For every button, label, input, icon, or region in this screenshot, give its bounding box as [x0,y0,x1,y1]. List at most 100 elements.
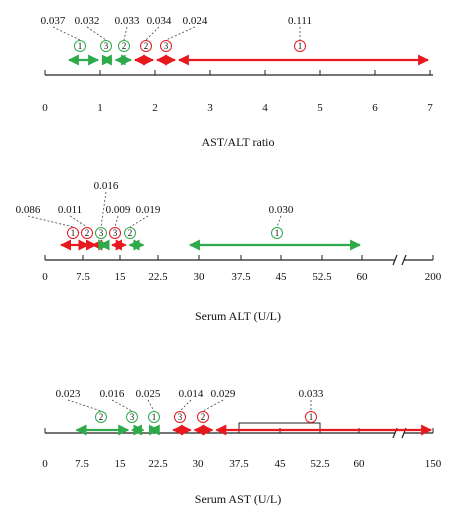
marker-circle [294,40,306,52]
tick-label: 22.5 [148,271,168,283]
tick-label: 3 [207,102,213,114]
marker-number: 3 [164,41,169,51]
tick-label: 15 [115,271,127,283]
marker-number: 3 [130,412,135,422]
tick-label: 7.5 [76,271,90,283]
leader-line [52,26,81,41]
marker-circle [148,411,160,423]
marker-number: 3 [178,412,183,422]
marker-circle [81,227,93,239]
value-label: 0.016 [100,388,125,400]
tick-label: 7 [427,102,433,114]
tick-label: 0 [42,102,48,114]
axis-title: Serum ALT (U/L) [195,309,281,323]
tick-label: 60 [357,271,369,283]
tick-label: 0 [42,458,48,470]
leader-line [145,26,160,41]
marker-number: 1 [275,228,280,238]
marker-number: 2 [144,41,149,51]
leader-line [27,215,74,228]
value-label: 0.025 [136,388,161,400]
value-label: 0.032 [75,15,100,27]
tick-label: 45 [275,458,287,470]
marker-circle [126,411,138,423]
marker-circle [95,227,107,239]
tick-label: 30 [194,271,206,283]
tick-label: 60 [354,458,366,470]
leader-line [276,215,282,228]
tick-label: 45 [276,271,288,283]
marker-number: 1 [309,412,314,422]
marker-circle [305,411,317,423]
tick-label: 0 [42,271,48,283]
tick-label: 15 [115,458,127,470]
tick-label: 200 [425,271,442,283]
marker-circle [95,411,107,423]
marker-number: 1 [78,41,83,51]
leader-line [202,399,224,412]
value-label: 0.019 [136,204,161,216]
value-label: 0.033 [115,15,140,27]
value-label: 0.029 [211,388,236,400]
tick-label: 1 [97,102,103,114]
marker-number: 1 [71,228,76,238]
marker-number: 1 [152,412,157,422]
tick-label: 37.5 [229,458,249,470]
axis-title: Serum AST (U/L) [195,492,281,506]
tick-label: 37.5 [231,271,251,283]
tick-label: 4 [262,102,268,114]
value-label: 0.009 [106,204,131,216]
value-label: 0.111 [288,15,312,27]
axis-break-mark [392,254,398,266]
marker-circle [124,227,136,239]
leader-line [111,399,133,412]
axis-break-mark [401,254,407,266]
marker-number: 2 [99,412,104,422]
marker-circle [197,411,209,423]
tick-label: 52.5 [310,458,330,470]
tick-label: 5 [317,102,323,114]
value-label: 0.037 [41,15,66,27]
marker-circle [100,40,112,52]
marker-circle [118,40,130,52]
marker-circle [109,227,121,239]
marker-circle [67,227,79,239]
value-label: 0.086 [16,204,41,216]
tick-label: 7.5 [75,458,89,470]
marker-number: 3 [104,41,109,51]
leader-line [69,215,88,228]
value-label: 0.024 [183,15,208,27]
leader-line [100,191,107,228]
value-label: 0.030 [269,204,294,216]
tick-label: 2 [152,102,158,114]
marker-circle [140,40,152,52]
marker-circle [271,227,283,239]
marker-number: 3 [99,228,104,238]
tick-label: 22.5 [148,458,168,470]
value-label: 0.033 [299,388,324,400]
marker-number: 2 [201,412,206,422]
leader-line [165,26,196,41]
value-label: 0.023 [56,388,81,400]
marker-number: 3 [113,228,118,238]
value-label: 0.034 [147,15,172,27]
leader-line [129,215,149,228]
tick-label: 6 [372,102,378,114]
value-label: 0.016 [94,180,119,192]
leader-line [86,26,107,41]
tick-label: 150 [425,458,442,470]
leader-line [114,215,119,228]
leader-line [147,399,155,412]
marker-number: 2 [122,41,127,51]
tick-label: 52.5 [312,271,332,283]
leader-line [123,26,128,41]
axis-title: AST/ALT ratio [201,135,274,149]
marker-circle [160,40,172,52]
value-label: 0.011 [58,204,82,216]
marker-number: 1 [298,41,303,51]
marker-circle [74,40,86,52]
marker-number: 2 [85,228,90,238]
tick-label: 30 [193,458,205,470]
